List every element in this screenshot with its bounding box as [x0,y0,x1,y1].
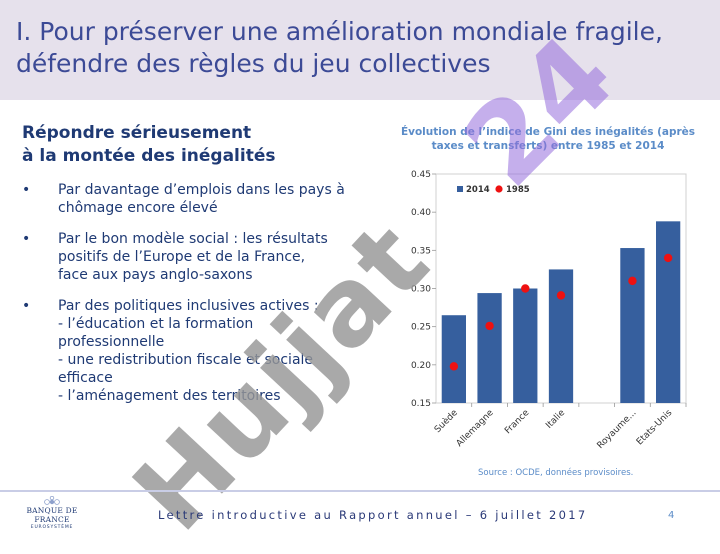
logo-flower-icon [44,496,60,505]
y-tick-label: 0.40 [411,208,431,218]
y-tick-label: 0.25 [411,323,431,333]
footer-divider [0,490,720,492]
title-band [0,0,720,100]
bullet-line: - l’éducation et la formation [58,316,254,332]
bar-2014 [513,288,538,403]
bullet-line: chômage encore élevé [58,200,218,216]
y-tick-label: 0.20 [411,361,431,371]
point-1985 [556,291,566,300]
legend-swatch-2014 [457,186,463,192]
point-1985 [521,284,530,293]
point-1985 [485,321,494,331]
bar-2014 [656,221,681,403]
gini-chart: 0.15 0.20 0.25 0.30 0.35 0.40 0.45 SuèdeAllemag… [411,170,687,450]
chart-title: Évolution de l’indice de Gini des inégal… [400,126,696,152]
bar-2014 [620,248,645,403]
bullet-dot: • [22,298,31,314]
bullet-line: Par davantage d’emplois dans les pays à [58,182,345,198]
x-tick-label: Royaume... [596,408,639,450]
legend-label-1985: 1985 [506,185,530,195]
y-tick-label: 0.45 [411,170,431,180]
bar-2014 [441,315,466,403]
logo-subtitle: EUROSYSTÈME [30,525,74,530]
point-1985 [628,276,637,286]
bullet-line: Par des politiques inclusives actives : [58,298,319,314]
section-heading: Répondre sérieusement à la montée des in… [22,122,352,168]
x-tick-label: Suède [432,407,460,435]
bullet-line: professionnelle [58,334,165,350]
chart-source: Source : OCDE, données provisoires. [478,468,634,478]
footer-text: Lettre introductive au Rapport annuel – … [158,508,588,522]
logo-name: BANQUE DE FRANCE [26,506,78,524]
bar-2014 [548,269,574,403]
bullet-line: - l’aménagement des territoires [58,388,281,404]
bullet-line: face aux pays anglo-saxons [58,267,253,283]
point-1985 [449,362,459,371]
bullet-line: positifs de l’Europe et de la France, [58,249,306,265]
y-tick-label: 0.15 [411,399,431,409]
bar-2014 [477,293,502,403]
y-tick-label: 0.30 [411,285,431,295]
x-tick-label: Italie [544,408,567,431]
section-heading-line-2: à la montée des inégalités [22,146,276,166]
legend-label-2014: 2014 [466,185,490,195]
slide-title: I. Pour préserver une amélioration mondi… [16,16,716,80]
bullet-line: - une redistribution fiscale et sociale [58,352,314,368]
bullet-dot: • [22,231,31,247]
slide-title-line-1: I. Pour préserver une amélioration mondi… [16,17,663,46]
y-tick-label: 0.35 [411,246,431,256]
bullet-list: • Par davantage d’emplois dans les pays … [22,181,367,418]
bullet-item: • Par des politiques inclusives actives … [22,297,367,405]
legend-swatch-1985 [495,185,503,193]
x-tick-label: Allemagne [455,408,496,449]
slide-title-line-2: défendre des règles du jeu collectives [16,49,491,78]
section-heading-line-1: Répondre sérieusement [22,123,252,143]
bullet-dot: • [22,182,31,198]
banque-de-france-logo: BANQUE DE FRANCE EUROSYSTÈME [10,494,94,536]
bullet-item: • Par le bon modèle social : les résulta… [22,230,367,284]
page-number: 4 [668,510,675,521]
bullet-line: Par le bon modèle social : les résultats [58,231,328,247]
bullet-line: efficace [58,370,113,386]
bullet-item: • Par davantage d’emplois dans les pays … [22,181,367,217]
point-1985 [663,253,673,263]
x-tick-label: France [503,408,532,437]
x-tick-label: Etats-Unis [635,408,675,448]
